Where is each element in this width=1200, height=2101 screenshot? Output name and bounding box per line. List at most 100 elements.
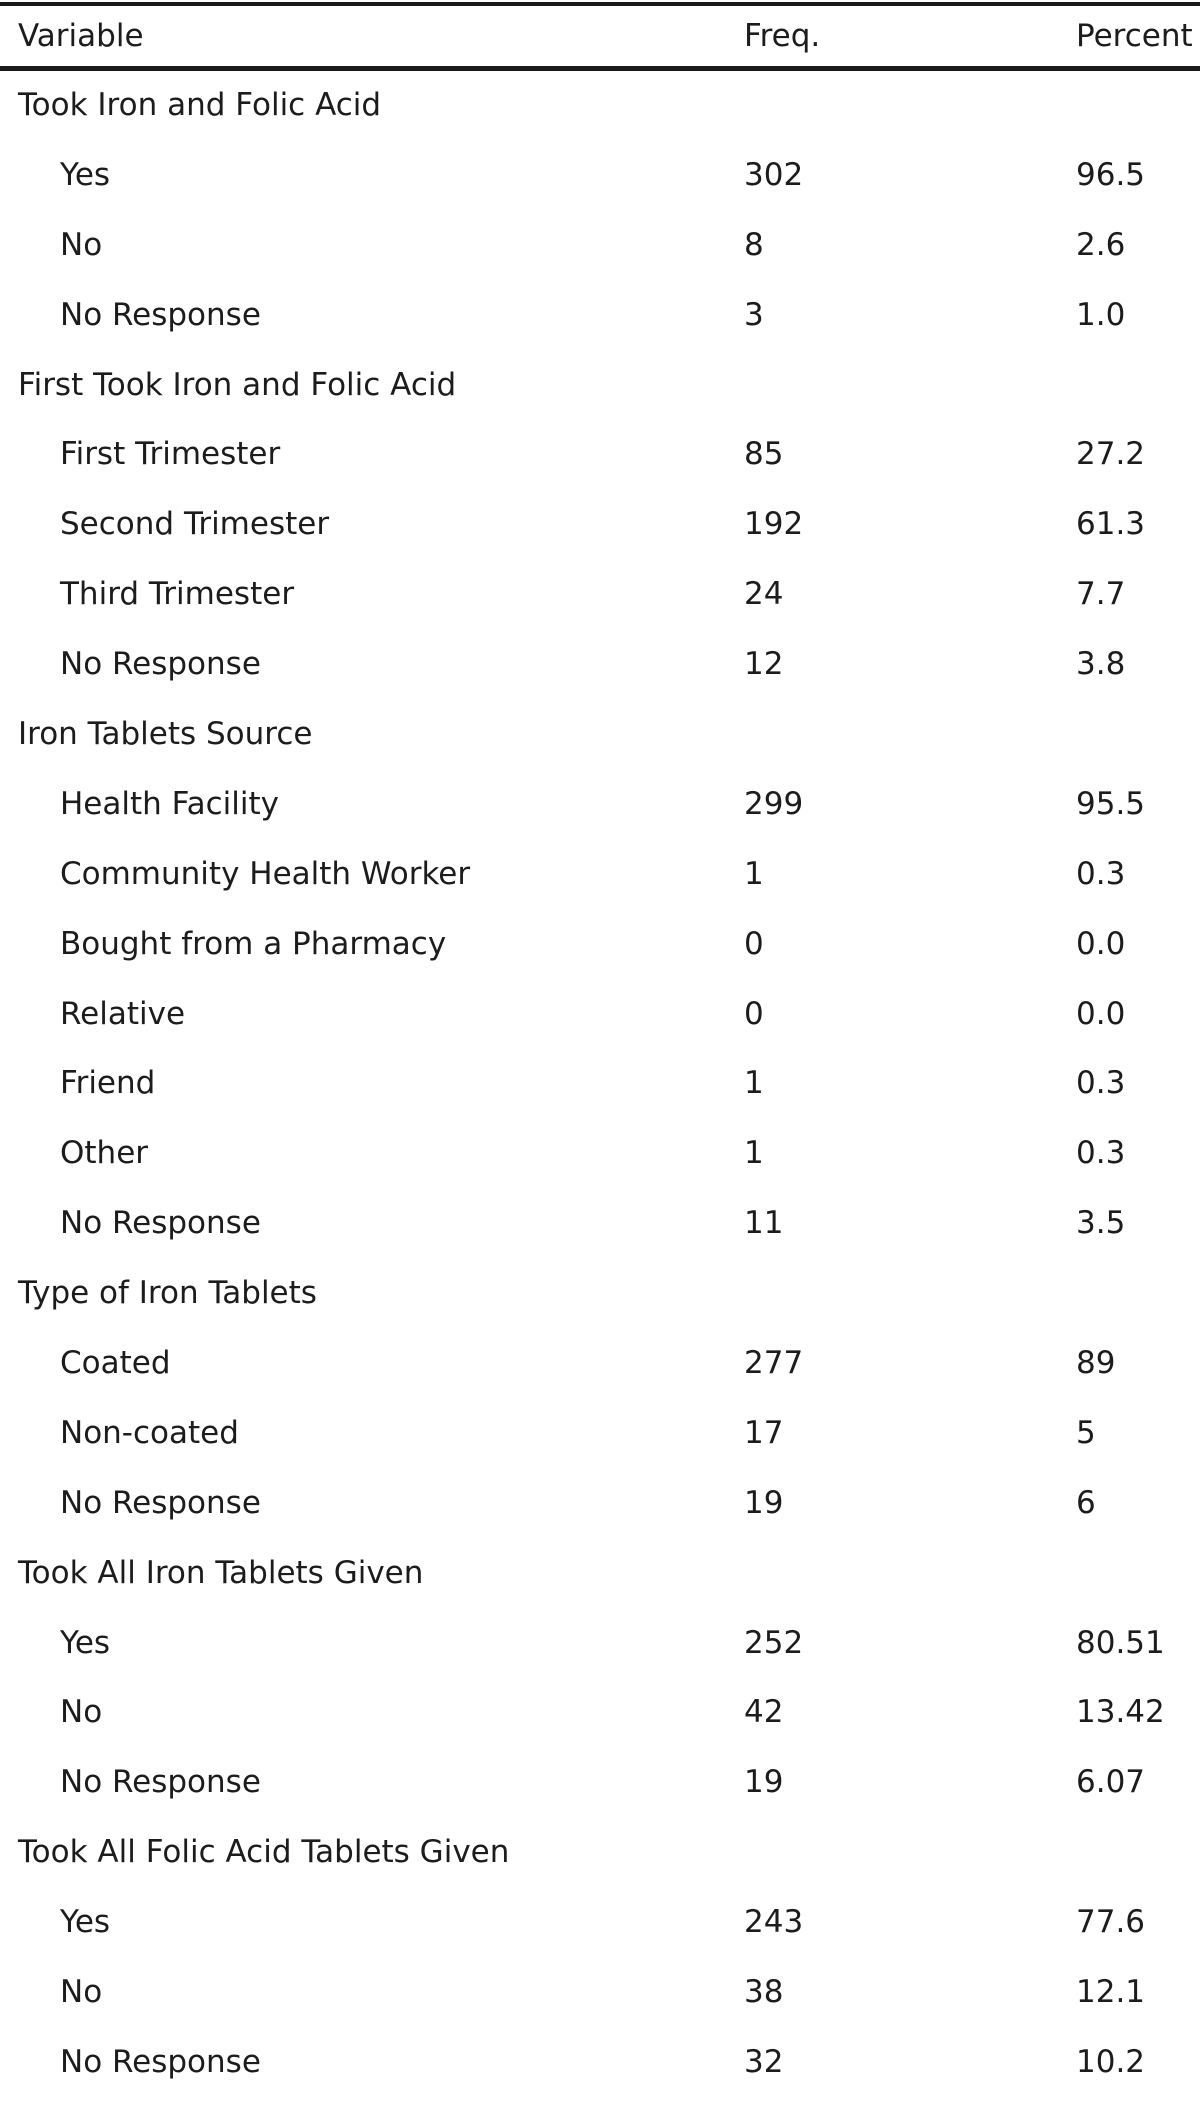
row-percent: 0.3 xyxy=(1076,1135,1126,1172)
table-row: No Response 19 6 xyxy=(0,1470,1200,1540)
table-row: Third Trimester 24 7.7 xyxy=(0,561,1200,631)
section-title: Iron Tablets Source xyxy=(18,716,313,753)
row-label: Second Trimester xyxy=(60,506,330,543)
row-percent: 10.2 xyxy=(1076,2043,1146,2080)
table-row: Yes 252 80.51 xyxy=(0,1610,1200,1680)
row-freq: 19 xyxy=(744,1764,784,1801)
table-row: Relative 0 0.0 xyxy=(0,981,1200,1051)
table-row: Other 1 0.3 xyxy=(0,1120,1200,1190)
table-row: Non-coated 17 5 xyxy=(0,1400,1200,1470)
table-header: Variable Freq. Percent xyxy=(0,6,1200,66)
row-freq: 19 xyxy=(744,1484,784,1521)
row-label: Community Health Worker xyxy=(60,855,471,892)
section-heading-row: Took All Folic Acid Tablets Given xyxy=(0,1819,1200,1889)
row-percent: 3.5 xyxy=(1076,1205,1126,1242)
row-freq: 42 xyxy=(744,1694,784,1731)
row-freq: 302 xyxy=(744,156,804,193)
row-percent: 7.7 xyxy=(1076,576,1126,613)
row-label: Health Facility xyxy=(60,785,280,822)
row-freq: 243 xyxy=(744,1904,804,1941)
row-freq: 38 xyxy=(744,1974,784,2011)
row-percent: 0.0 xyxy=(1076,925,1126,962)
row-label: No xyxy=(60,1694,103,1731)
section-heading-row: First Took Iron and Folic Acid xyxy=(0,352,1200,422)
row-label: No xyxy=(60,226,103,263)
row-percent: 80.51 xyxy=(1076,1624,1165,1661)
table-row: No 8 2.6 xyxy=(0,212,1200,282)
row-label: Yes xyxy=(60,156,111,193)
row-label: First Trimester xyxy=(60,436,281,473)
row-freq: 8 xyxy=(744,226,764,263)
row-freq: 12 xyxy=(744,646,784,683)
row-freq: 85 xyxy=(744,436,784,473)
header-variable: Variable xyxy=(18,18,144,54)
table-body: Took Iron and Folic Acid Yes 302 96.5 No 8 2.6… xyxy=(0,72,1200,2099)
row-label: Relative xyxy=(60,995,186,1032)
row-label: Yes xyxy=(60,1904,111,1941)
row-freq: 192 xyxy=(744,506,804,543)
row-percent: 1.0 xyxy=(1076,296,1126,333)
row-label: No Response xyxy=(60,2043,261,2080)
section-heading-row: Took All Iron Tablets Given xyxy=(0,1540,1200,1610)
row-percent: 0.0 xyxy=(1076,995,1126,1032)
row-freq: 1 xyxy=(744,855,764,892)
row-freq: 277 xyxy=(744,1345,804,1382)
section-title: Took All Iron Tablets Given xyxy=(18,1554,424,1591)
table-row: No Response 12 3.8 xyxy=(0,631,1200,701)
section-title: Took Iron and Folic Acid xyxy=(18,87,382,123)
section-title: Took All Folic Acid Tablets Given xyxy=(18,1834,510,1871)
table-row: No Response 11 3.5 xyxy=(0,1190,1200,1260)
row-freq: 24 xyxy=(744,576,784,613)
table-row: Health Facility 299 95.5 xyxy=(0,771,1200,841)
row-percent: 0.3 xyxy=(1076,855,1126,892)
row-percent: 5 xyxy=(1076,1414,1096,1451)
row-label: No Response xyxy=(60,1205,261,1242)
table-row: No Response 32 10.2 xyxy=(0,2029,1200,2099)
section-title: First Took Iron and Folic Acid xyxy=(18,366,457,403)
section-heading-row: Iron Tablets Source xyxy=(0,701,1200,771)
table-row: No 38 12.1 xyxy=(0,1959,1200,2029)
row-percent: 77.6 xyxy=(1076,1904,1146,1941)
row-label: No Response xyxy=(60,646,261,683)
table-row: Yes 302 96.5 xyxy=(0,142,1200,212)
row-percent: 27.2 xyxy=(1076,436,1146,473)
table-row: Coated 277 89 xyxy=(0,1330,1200,1400)
row-percent: 96.5 xyxy=(1076,156,1146,193)
row-freq: 32 xyxy=(744,2043,784,2080)
row-percent: 6.07 xyxy=(1076,1764,1146,1801)
section-heading-row: Type of Iron Tablets xyxy=(0,1260,1200,1330)
table-top-rule xyxy=(0,2,1200,6)
row-label: Bought from a Pharmacy xyxy=(60,925,447,962)
row-percent: 12.1 xyxy=(1076,1974,1146,2011)
row-percent: 0.3 xyxy=(1076,1065,1126,1102)
row-freq: 0 xyxy=(744,995,764,1032)
row-percent: 13.42 xyxy=(1076,1694,1165,1731)
row-label: No Response xyxy=(60,1484,261,1521)
row-percent: 61.3 xyxy=(1076,506,1146,543)
row-label: Coated xyxy=(60,1345,171,1382)
row-freq: 1 xyxy=(744,1065,764,1102)
section-heading-row: Took Iron and Folic Acid xyxy=(0,72,1200,142)
table-row: No Response 3 1.0 xyxy=(0,282,1200,352)
row-label: Third Trimester xyxy=(60,576,295,613)
table-row: Bought from a Pharmacy 0 0.0 xyxy=(0,911,1200,981)
row-freq: 11 xyxy=(744,1205,784,1242)
table-row: No 42 13.42 xyxy=(0,1679,1200,1749)
row-freq: 1 xyxy=(744,1135,764,1172)
row-percent: 2.6 xyxy=(1076,226,1126,263)
row-percent: 6 xyxy=(1076,1484,1096,1521)
row-label: No Response xyxy=(60,1764,261,1801)
row-freq: 17 xyxy=(744,1414,784,1451)
table-row: First Trimester 85 27.2 xyxy=(0,421,1200,491)
row-freq: 299 xyxy=(744,785,804,822)
row-label: Other xyxy=(60,1135,149,1172)
header-freq: Freq. xyxy=(744,18,821,54)
row-label: No xyxy=(60,1974,103,2011)
row-label: Non-coated xyxy=(60,1414,239,1451)
row-freq: 3 xyxy=(744,296,764,333)
table-row: Community Health Worker 1 0.3 xyxy=(0,841,1200,911)
row-label: Yes xyxy=(60,1624,111,1661)
row-percent: 3.8 xyxy=(1076,646,1126,683)
table-row: No Response 19 6.07 xyxy=(0,1749,1200,1819)
table-row: Second Trimester 192 61.3 xyxy=(0,491,1200,561)
